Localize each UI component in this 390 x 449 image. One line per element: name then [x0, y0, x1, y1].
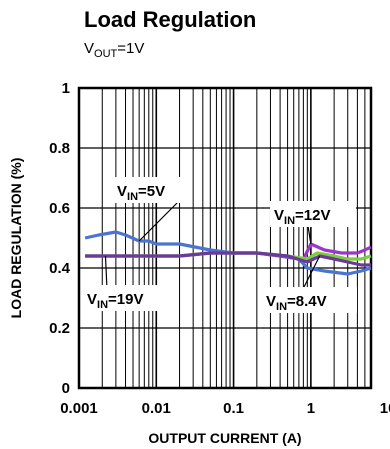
annotation-label: VIN=5V — [117, 183, 165, 203]
annotation-leader — [104, 255, 108, 290]
annotation-box — [262, 287, 357, 313]
y-axis-label: LOAD REGULATION (%) — [8, 158, 24, 319]
grid — [79, 88, 371, 388]
x-tick-label: 0.1 — [223, 400, 244, 417]
annotation-label: VIN=19V — [87, 291, 143, 311]
y-tick-label: 0.8 — [49, 140, 70, 157]
annotation-leader — [307, 225, 312, 245]
plot-frame — [77, 86, 373, 390]
x-tick-label: 10 — [380, 400, 390, 417]
annotation-label: VIN=12V — [274, 207, 330, 227]
annotation-leader — [301, 255, 321, 292]
y-tick-label: 0.2 — [49, 320, 70, 337]
annotation-leader — [138, 199, 181, 242]
annotation-label: VIN=8.4V — [266, 293, 327, 313]
tick-labels: 0.001 0.01 0.1 1 10 0 0.2 0.4 0.6 0.8 1 — [49, 80, 390, 417]
series-line-4 — [85, 251, 371, 267]
annotations: VIN=5V VIN=12V VIN=19V VIN=8.4V — [83, 177, 357, 313]
y-tick-label: 1 — [62, 80, 70, 97]
x-axis-label: OUTPUT CURRENT (A) — [148, 430, 301, 446]
subtitle-suffix: =1V — [117, 40, 144, 57]
y-tick-label: 0.6 — [49, 200, 70, 217]
chart-subtitle: VOUT=1V — [84, 40, 144, 60]
annotation-box — [83, 285, 168, 311]
chart-title: Load Regulation — [84, 7, 256, 32]
subtitle-sub: OUT — [94, 48, 118, 60]
y-tick-label: 0.4 — [49, 260, 71, 277]
series-group — [84, 230, 372, 276]
x-tick-label: 0.01 — [142, 400, 171, 417]
annotation-box — [113, 177, 188, 203]
x-tick-label: 0.001 — [60, 400, 98, 417]
y-tick-label: 0 — [62, 380, 70, 397]
x-tick-label: 1 — [307, 400, 315, 417]
annotation-box — [270, 201, 356, 227]
subtitle-prefix: V — [84, 40, 94, 57]
